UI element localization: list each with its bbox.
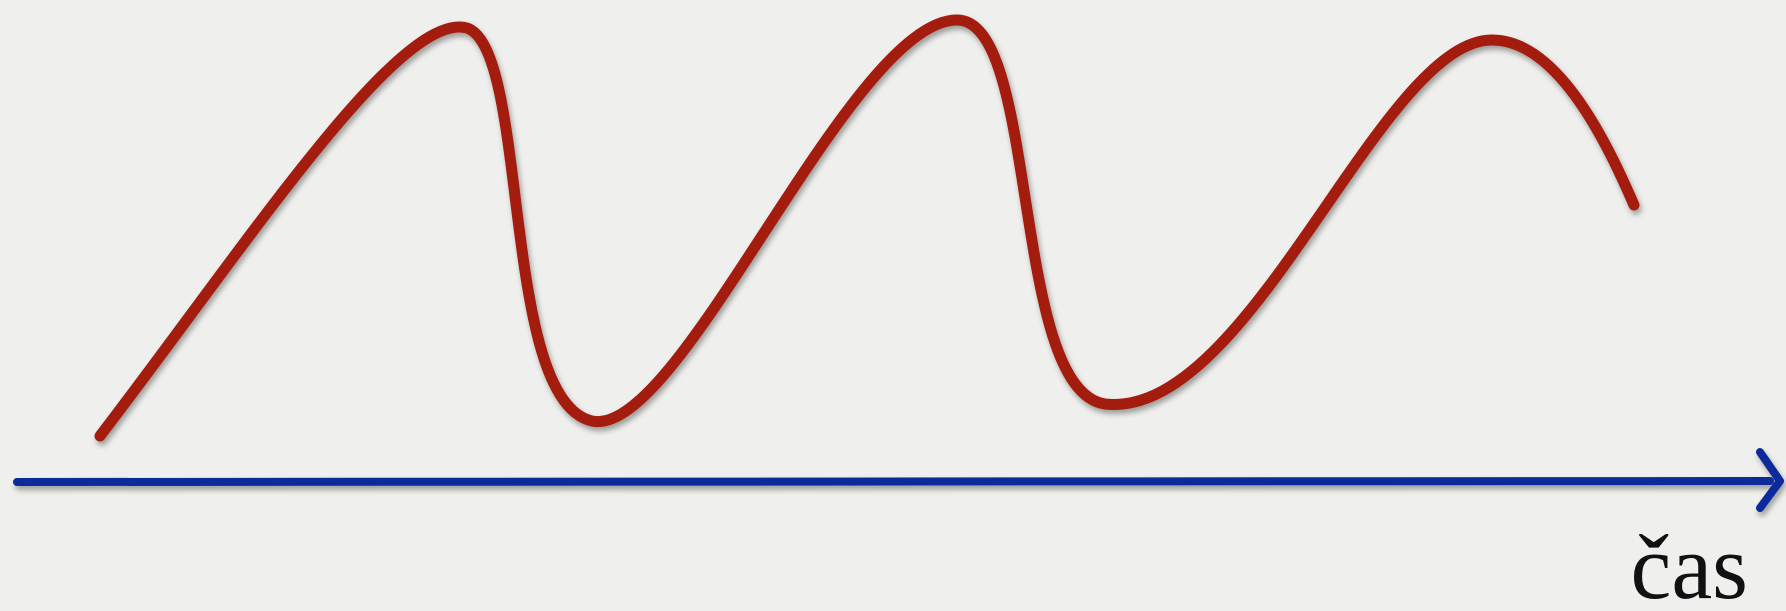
time-axis [13, 448, 1784, 512]
arrowhead [1756, 448, 1784, 512]
wave [94, 14, 1640, 442]
axis-line [13, 477, 1774, 486]
axis-label: čas [1631, 516, 1748, 611]
